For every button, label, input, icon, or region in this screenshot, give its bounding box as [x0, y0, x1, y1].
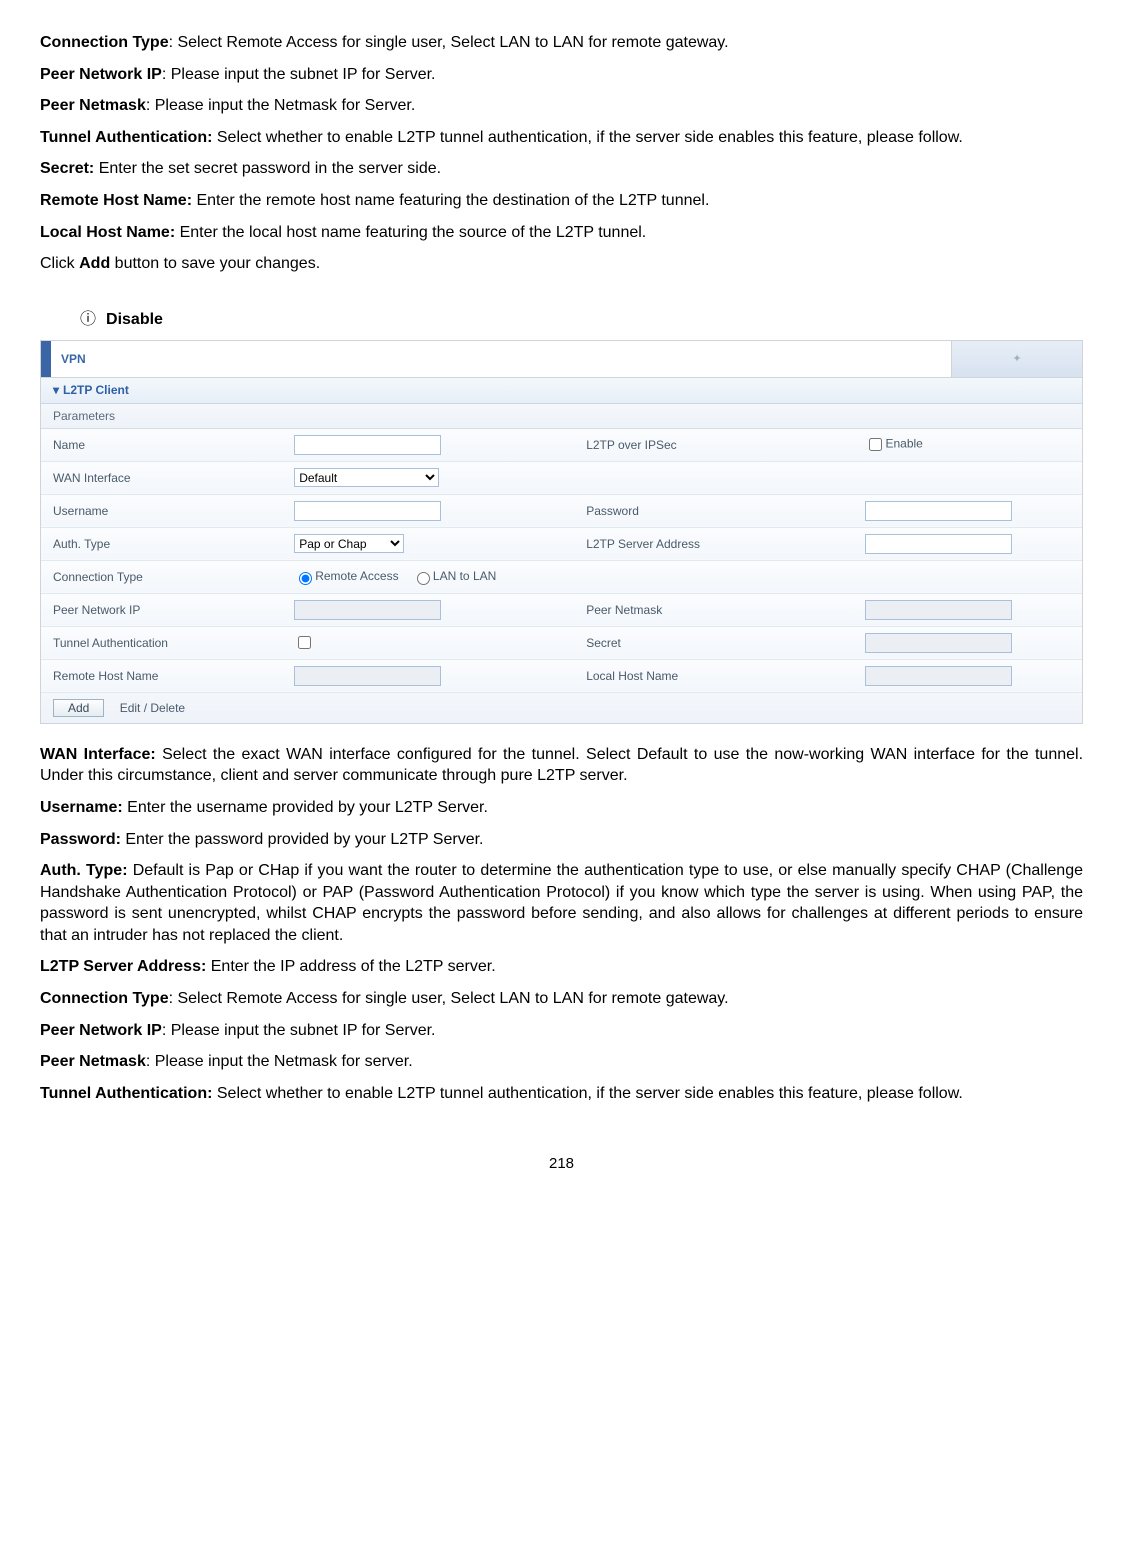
panel-header: VPN ✦: [41, 341, 1082, 378]
username-input[interactable]: [294, 501, 441, 521]
wan-select[interactable]: Default: [294, 468, 439, 487]
page-number: 218: [40, 1154, 1083, 1174]
field-desc: : Select Remote Access for single user, …: [169, 990, 729, 1007]
field-label: Connection Type: [40, 990, 169, 1007]
peer-netmask-input: [865, 600, 1012, 620]
field-desc: Enter the password provided by your L2TP…: [121, 831, 484, 848]
field-desc: Enter the username provided by your L2TP…: [123, 799, 488, 816]
peer-net-ip-input: [294, 600, 441, 620]
doc-paragraph: Connection Type: Select Remote Access fo…: [40, 32, 1083, 54]
text: button to save your changes.: [110, 255, 320, 272]
field-desc: Default is Pap or CHap if you want the r…: [40, 862, 1083, 944]
field-desc: Enter the set secret password in the ser…: [94, 160, 441, 177]
tunnel-auth-checkbox[interactable]: [298, 636, 311, 649]
params-table: Name L2TP over IPSec Enable WAN Interfac…: [41, 429, 1082, 693]
doc-paragraph: Auth. Type: Default is Pap or CHap if yo…: [40, 860, 1083, 946]
field-label: Local Host Name:: [40, 224, 175, 241]
server-addr-label: L2TP Server Address: [574, 527, 853, 560]
tunnel-auth-label: Tunnel Authentication: [41, 626, 282, 659]
username-label: Username: [41, 494, 282, 527]
doc-paragraph: Remote Host Name: Enter the remote host …: [40, 190, 1083, 212]
conn-type-label: Connection Type: [41, 560, 282, 593]
section-title: L2TP Client: [63, 383, 129, 397]
enable-label: Enable: [885, 437, 922, 451]
field-desc: Enter the IP address of the L2TP server.: [206, 958, 495, 975]
remote-access-label: Remote Access: [315, 569, 398, 583]
field-label: L2TP Server Address:: [40, 958, 206, 975]
doc-paragraph: Tunnel Authentication: Select whether to…: [40, 127, 1083, 149]
add-button[interactable]: Add: [53, 699, 104, 717]
peer-net-ip-label: Peer Network IP: [41, 593, 282, 626]
password-input[interactable]: [865, 501, 1012, 521]
doc-paragraph: Peer Netmask: Please input the Netmask f…: [40, 1051, 1083, 1073]
field-label: Secret:: [40, 160, 94, 177]
field-desc: Enter the local host name featuring the …: [175, 224, 646, 241]
field-label: Connection Type: [40, 34, 169, 51]
secret-input: [865, 633, 1012, 653]
field-label: Auth. Type:: [40, 862, 128, 879]
field-label: WAN Interface:: [40, 746, 156, 763]
lan-to-lan-label: LAN to LAN: [433, 569, 496, 583]
field-label: Peer Netmask: [40, 1053, 146, 1070]
field-desc: : Select Remote Access for single user, …: [169, 34, 729, 51]
enable-checkbox[interactable]: [869, 438, 882, 451]
field-desc: Select whether to enable L2TP tunnel aut…: [212, 1085, 962, 1102]
footer-bar: Add Edit / Delete: [41, 693, 1082, 723]
edit-delete-link[interactable]: Edit / Delete: [120, 701, 185, 715]
field-label: Password:: [40, 831, 121, 848]
doc-paragraph: Peer Netmask: Please input the Netmask f…: [40, 95, 1083, 117]
remote-host-input: [294, 666, 441, 686]
header-accent: [41, 341, 51, 377]
doc-paragraph: Local Host Name: Enter the local host na…: [40, 222, 1083, 244]
field-label: Tunnel Authentication:: [40, 1085, 212, 1102]
server-addr-input[interactable]: [865, 534, 1012, 554]
field-desc: Enter the remote host name featuring the…: [192, 192, 709, 209]
name-label: Name: [41, 429, 282, 462]
doc-paragraph: Password: Enter the password provided by…: [40, 829, 1083, 851]
field-desc: : Please input the Netmask for server.: [146, 1053, 413, 1070]
doc-paragraph: Tunnel Authentication: Select whether to…: [40, 1083, 1083, 1105]
field-label: Username:: [40, 799, 123, 816]
field-label: Peer Network IP: [40, 1022, 162, 1039]
remote-access-radio[interactable]: [299, 572, 312, 585]
doc-paragraph: Peer Network IP: Please input the subnet…: [40, 1020, 1083, 1042]
password-label: Password: [574, 494, 853, 527]
header-decor: ✦: [951, 341, 1082, 377]
vpn-title: VPN: [61, 351, 951, 367]
doc-paragraph: Peer Network IP: Please input the subnet…: [40, 64, 1083, 86]
lan-to-lan-radio[interactable]: [417, 572, 430, 585]
doc-paragraph: Secret: Enter the set secret password in…: [40, 158, 1083, 180]
doc-paragraph: L2TP Server Address: Enter the IP addres…: [40, 956, 1083, 978]
remote-host-label: Remote Host Name: [41, 659, 282, 692]
secret-label: Secret: [574, 626, 853, 659]
click-add-line: Click Add button to save your changes.: [40, 253, 1083, 275]
field-desc: Select whether to enable L2TP tunnel aut…: [212, 129, 962, 146]
doc-paragraph: Username: Enter the username provided by…: [40, 797, 1083, 819]
disable-heading: Disable: [80, 309, 1083, 331]
auth-type-label: Auth. Type: [41, 527, 282, 560]
peer-netmask-label: Peer Netmask: [574, 593, 853, 626]
ipsec-label: L2TP over IPSec: [574, 429, 853, 462]
local-host-input: [865, 666, 1012, 686]
field-desc: : Please input the subnet IP for Server.: [162, 66, 436, 83]
name-input[interactable]: [294, 435, 441, 455]
wan-label: WAN Interface: [41, 461, 282, 494]
l2tp-client-bar[interactable]: L2TP Client: [41, 378, 1082, 403]
field-label: Remote Host Name:: [40, 192, 192, 209]
field-desc: Select the exact WAN interface configure…: [40, 746, 1083, 785]
doc-paragraph: WAN Interface: Select the exact WAN inte…: [40, 744, 1083, 787]
auth-type-select[interactable]: Pap or Chap: [294, 534, 404, 553]
field-label: Peer Netmask: [40, 97, 146, 114]
doc-paragraph: Connection Type: Select Remote Access fo…: [40, 988, 1083, 1010]
text: Click: [40, 255, 79, 272]
add-word: Add: [79, 255, 110, 272]
local-host-label: Local Host Name: [574, 659, 853, 692]
parameters-label: Parameters: [41, 404, 1082, 429]
vpn-screenshot: VPN ✦ L2TP Client Parameters Name L2TP o…: [40, 340, 1083, 723]
field-label: Tunnel Authentication:: [40, 129, 212, 146]
field-desc: : Please input the subnet IP for Server.: [162, 1022, 436, 1039]
field-label: Peer Network IP: [40, 66, 162, 83]
field-desc: : Please input the Netmask for Server.: [146, 97, 415, 114]
